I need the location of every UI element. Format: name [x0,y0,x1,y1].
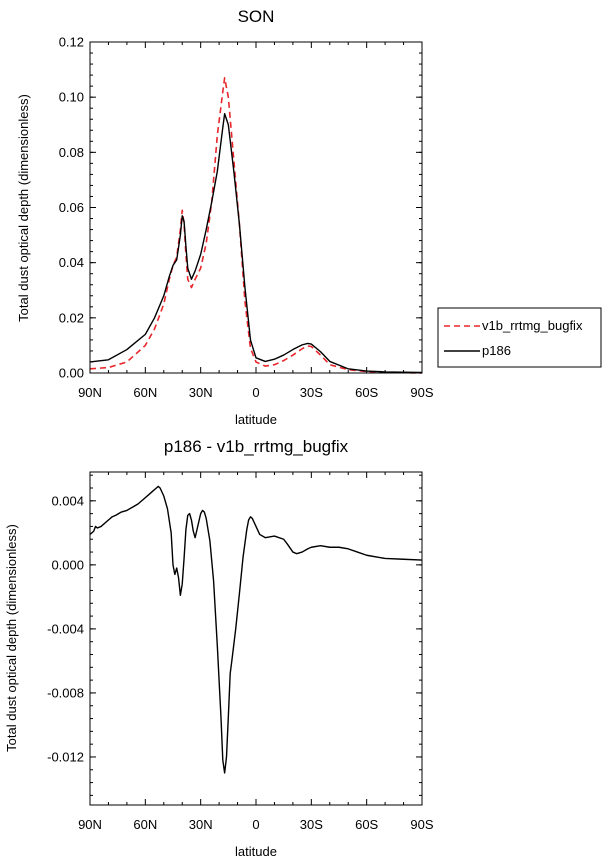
y-tick-label: 0.02 [59,310,84,325]
panel-bottom: p186 - v1b_rrtmg_bugfix 90N 60N 30N 0 30S 60S… [4,437,434,859]
y-axis-label: Total dust optical depth (dimensionless) [16,94,31,322]
x-tick-label: 30S [300,385,323,400]
x-axis-label: latitude [235,844,277,859]
legend-label-p186: p186 [482,343,511,358]
x-tick-label: 60N [133,817,157,832]
plot-frame [89,41,423,374]
y-tick-label: 0.004 [51,493,84,508]
y-tick-label: 0.10 [59,90,84,105]
y-tick-label: -0.008 [47,685,84,700]
x-tick-label: 60S [355,817,378,832]
y-tick-label: -0.004 [47,621,84,636]
x-tick-label: 60S [355,385,378,400]
y-tick-label: -0.012 [47,749,84,764]
x-tick-label: 30N [189,817,213,832]
x-tick-label: 90N [78,385,102,400]
series-line-v1b-rrtmg-bugfix [89,77,423,374]
y-tick-label: 0.12 [59,35,84,50]
legend-box [437,307,602,368]
x-tick-label: 30N [189,385,213,400]
chart-title: SON [238,7,275,26]
y-tick-label: 0.000 [51,557,84,572]
x-axis-label: latitude [235,412,277,427]
panel-top: SON 90N 60N 30N 0 30S 60S 90S 0.00 0.02 0.04 0.06 0… [16,7,602,427]
y-tick-label: 0.08 [59,145,84,160]
chart-title-difference: p186 - v1b_rrtmg_bugfix [164,437,349,456]
x-tick-label: 90N [78,817,102,832]
y-tick-label: 0.00 [59,366,84,381]
x-tick-label: 30S [300,817,323,832]
series-line-p186 [89,113,423,374]
series-line-series-0 [89,485,423,774]
x-tick-label: 0 [252,385,259,400]
legend: v1b_rrtmg_bugfix p186 [437,307,602,368]
y-tick-label: 0.06 [59,200,84,215]
plot-frame [89,471,423,806]
x-tick-label: 0 [252,817,259,832]
y-tick-label: 0.04 [59,255,84,270]
x-tick-label: 60N [133,385,157,400]
legend-label-v1b: v1b_rrtmg_bugfix [482,318,583,333]
y-axis-label: Total dust optical depth (dimensionless) [4,524,19,752]
x-tick-label: 90S [410,817,433,832]
x-tick-label: 90S [410,385,433,400]
